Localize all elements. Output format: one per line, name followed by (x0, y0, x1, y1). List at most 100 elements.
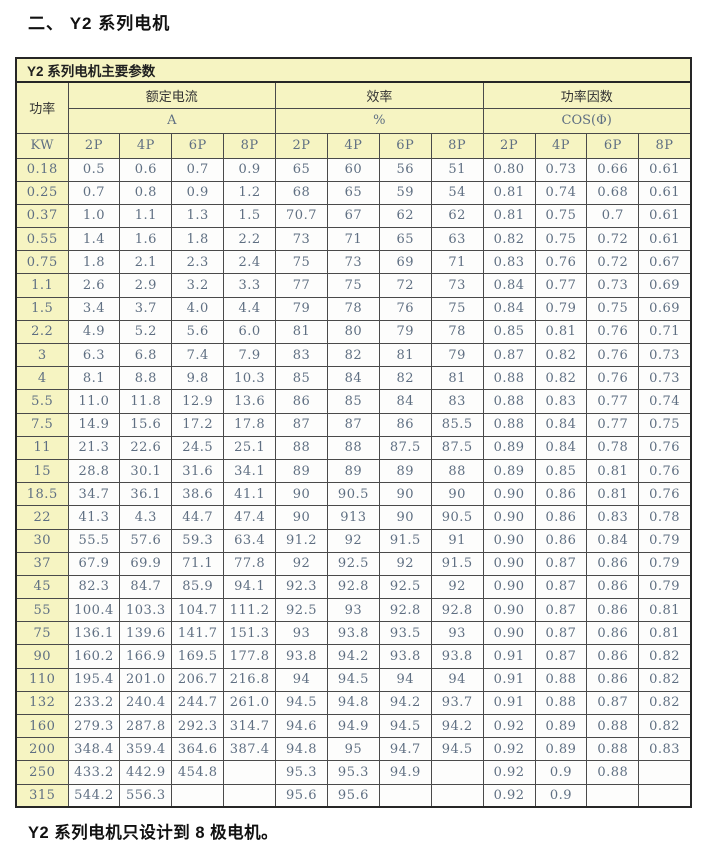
value-cell: 68 (275, 180, 328, 205)
value-cell: 0.61 (638, 157, 692, 182)
value-cell: 0.82 (638, 713, 692, 739)
value-cell: 0.76 (586, 366, 640, 391)
value-cell: 2.2 (223, 227, 277, 252)
value-cell: 364.6 (171, 737, 225, 762)
value-cell: 0.6 (119, 157, 173, 182)
pole-header-4p: 4P (326, 132, 380, 159)
table-row: 0.75 1.8 2.1 2.3 2.4 75 73 69 71 0.83 0.76 0.72 0.67 (15, 250, 692, 275)
value-cell: 2.3 (171, 250, 225, 275)
value-cell: 83 (275, 342, 328, 368)
value-cell: 92.5 (275, 598, 328, 623)
value-cell: 87 (275, 412, 328, 437)
footnote: Y2 系列电机只设计到 8 极电机。 (28, 824, 279, 842)
value-cell: 3.3 (223, 273, 277, 298)
value-cell: 0.86 (586, 598, 640, 623)
kw-cell: 0.75 (15, 250, 69, 275)
value-cell: 0.75 (638, 412, 692, 437)
table-row: 7.5 14.9 15.6 17.2 17.8 87 87 86 85.5 0.88 0.84 0.7… (15, 412, 692, 437)
value-cell: 14.9 (67, 412, 121, 437)
value-cell: 0.69 (638, 296, 692, 321)
value-cell: 3.7 (119, 296, 173, 321)
value-cell: 63.4 (223, 528, 277, 553)
value-cell: 0.67 (638, 250, 692, 275)
value-cell: 72 (378, 273, 432, 298)
value-cell: 0.7 (586, 203, 640, 229)
value-cell: 0.72 (586, 250, 640, 275)
value-cell: 5.2 (119, 319, 173, 345)
value-cell: 556.3 (119, 783, 173, 808)
value-cell: 69 (378, 250, 432, 275)
value-cell: 57.6 (119, 528, 173, 553)
table-row: 11 21.3 22.6 24.5 25.1 88 88 87.5 87.5 0.89 0.84 0.… (15, 435, 692, 460)
value-cell: 86 (378, 412, 432, 437)
value-cell: 75 (326, 273, 380, 298)
value-cell: 22.6 (119, 435, 173, 460)
value-cell: 41.1 (223, 482, 277, 507)
value-cell: 54 (430, 180, 484, 205)
value-cell: 28.8 (67, 458, 121, 484)
value-cell: 0.74 (638, 389, 692, 414)
value-cell: 0.82 (534, 342, 588, 368)
value-cell: 0.76 (638, 458, 692, 484)
value-cell: 92 (378, 551, 432, 576)
value-cell: 94.9 (378, 760, 432, 785)
value-cell: 141.7 (171, 621, 225, 646)
value-cell: 92.5 (378, 574, 432, 600)
power-group-header: 功率 (15, 81, 69, 134)
table-body: 0.18 0.5 0.6 0.7 0.9 65 60 56 51 0.80 0.73 0.66 0.61… (15, 157, 692, 808)
value-cell: 92.8 (378, 598, 432, 623)
value-cell: 2.1 (119, 250, 173, 275)
value-cell: 91.5 (430, 551, 484, 576)
value-cell: 0.92 (482, 737, 536, 762)
value-cell: 93.7 (430, 690, 484, 716)
value-cell: 94 (275, 667, 328, 692)
value-cell: 0.86 (534, 505, 588, 530)
value-cell: 0.92 (482, 783, 536, 808)
value-cell: 0.79 (534, 296, 588, 321)
value-cell: 67 (326, 203, 380, 229)
value-cell: 0.83 (586, 505, 640, 530)
table-row: 1.5 3.4 3.7 4.0 4.4 79 78 76 75 0.84 0.79 0.75 0.69 (15, 296, 692, 321)
value-cell: 90 (275, 482, 328, 507)
value-cell: 6.0 (223, 319, 277, 345)
value-cell: 82 (326, 342, 380, 368)
value-cell: 95.3 (326, 760, 380, 785)
value-cell: 91.5 (378, 528, 432, 553)
pole-header-6p: 6P (378, 132, 432, 159)
value-cell: 94.5 (430, 737, 484, 762)
value-cell: 95.6 (275, 783, 328, 808)
value-cell: 94.1 (223, 574, 277, 600)
value-cell: 0.90 (482, 482, 536, 507)
value-cell: 79 (378, 319, 432, 345)
value-cell: 0.90 (482, 505, 536, 530)
value-cell: 1.4 (67, 227, 121, 252)
value-cell: 0.82 (482, 227, 536, 252)
value-cell: 81 (378, 342, 432, 368)
value-cell: 913 (326, 505, 380, 530)
value-cell: 92.8 (430, 598, 484, 623)
value-cell: 0.87 (534, 574, 588, 600)
value-cell: 82 (378, 366, 432, 391)
value-cell: 0.7 (67, 180, 121, 205)
value-cell: 0.75 (534, 227, 588, 252)
value-cell: 65 (378, 227, 432, 252)
value-cell: 0.80 (482, 157, 536, 182)
document-page: 二、 Y2 系列电机 Y2 系列电机主要参数 功率 额定电流 效率 功率因数 A… (0, 9, 713, 861)
table-row: 1.1 2.6 2.9 3.2 3.3 77 75 72 73 0.84 0.77 0.73 0.69 (15, 273, 692, 298)
value-cell: 17.2 (171, 412, 225, 437)
value-cell: 0.90 (482, 551, 536, 576)
value-cell: 94.5 (275, 690, 328, 716)
value-cell: 0.87 (482, 342, 536, 368)
table-row: 0.55 1.4 1.6 1.8 2.2 73 71 65 63 0.82 0.75 0.72 0.61 (15, 227, 692, 252)
page-title: 二、 Y2 系列电机 (28, 14, 171, 33)
value-cell (223, 760, 277, 785)
value-cell: 0.85 (534, 458, 588, 484)
pole-header-6p: 6P (586, 132, 640, 159)
value-cell: 94.9 (326, 713, 380, 739)
value-cell: 93.5 (378, 621, 432, 646)
kw-cell: 5.5 (15, 389, 69, 414)
value-cell: 93.8 (275, 644, 328, 669)
kw-cell: 3 (15, 342, 69, 368)
value-cell: 30.1 (119, 458, 173, 484)
kw-cell: 0.18 (15, 157, 69, 182)
